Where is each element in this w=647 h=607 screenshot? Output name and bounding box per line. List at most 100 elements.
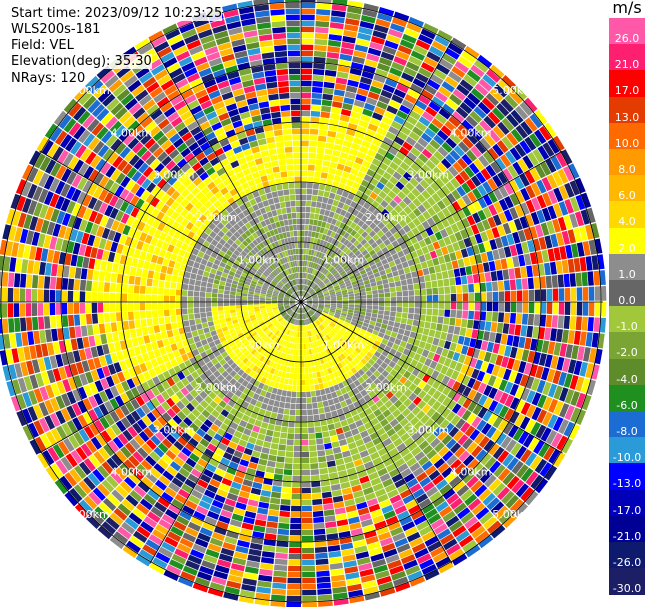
velocity-gate (272, 406, 279, 413)
velocity-gate (314, 426, 322, 433)
velocity-gate (455, 106, 469, 119)
velocity-gate (218, 285, 225, 290)
velocity-gate (365, 331, 372, 337)
velocity-gate (372, 268, 379, 274)
velocity-gate (359, 20, 375, 30)
velocity-gate (424, 569, 440, 581)
velocity-gate (378, 242, 386, 250)
velocity-gate (333, 316, 339, 321)
velocity-gate (329, 429, 337, 437)
velocity-gate (290, 367, 295, 373)
velocity-gate (317, 195, 323, 203)
velocity-gate (530, 211, 540, 225)
velocity-gate (354, 176, 363, 185)
velocity-gate (154, 263, 162, 273)
velocity-gate (420, 308, 427, 315)
velocity-gate (415, 39, 431, 51)
velocity-gate (497, 79, 512, 94)
velocity-gate (366, 298, 373, 302)
velocity-gate (319, 274, 325, 280)
velocity-gate (445, 98, 459, 111)
velocity-gate (366, 466, 377, 475)
velocity-gate (318, 318, 323, 323)
velocity-gate (394, 537, 409, 548)
velocity-gate (392, 532, 406, 542)
velocity-gate (502, 323, 510, 334)
velocity-gate (585, 256, 593, 271)
velocity-gate (416, 223, 425, 233)
velocity-gate (110, 322, 118, 332)
velocity-gate (399, 515, 413, 526)
velocity-gate (579, 226, 588, 241)
velocity-gate (424, 127, 436, 139)
velocity-gate (353, 357, 360, 364)
velocity-gate (455, 343, 463, 354)
velocity-gate (471, 264, 479, 275)
velocity-gate (302, 601, 317, 607)
velocity-gate (398, 77, 412, 88)
velocity-gate (312, 68, 325, 76)
velocity-gate (376, 336, 383, 343)
velocity-gate (322, 497, 333, 505)
velocity-gate (301, 266, 303, 272)
velocity-gate (352, 340, 359, 347)
velocity-gate (347, 362, 354, 370)
velocity-gate (342, 323, 349, 329)
velocity-gate (422, 383, 432, 393)
velocity-gate (438, 287, 445, 295)
velocity-gate (429, 234, 438, 243)
velocity-gate (515, 313, 523, 325)
velocity-gate (461, 345, 469, 355)
velocity-gate (316, 438, 324, 445)
velocity-gate (531, 197, 541, 211)
velocity-gate (303, 291, 306, 297)
velocity-gate (397, 403, 407, 413)
velocity-gate (525, 214, 535, 227)
velocity-gate (195, 274, 203, 281)
velocity-gate (324, 279, 330, 285)
velocity-gate (406, 531, 421, 543)
velocity-gate (349, 148, 359, 157)
velocity-gate (381, 386, 390, 395)
velocity-gate (335, 289, 341, 293)
velocity-gate (324, 336, 329, 342)
velocity-gate (135, 267, 143, 277)
velocity-gate (373, 217, 381, 226)
velocity-gate (200, 312, 207, 318)
velocity-gate (484, 456, 497, 470)
velocity-gate (456, 302, 463, 310)
velocity-gate (325, 412, 332, 419)
velocity-gate (340, 287, 347, 291)
velocity-gate (131, 257, 139, 268)
velocity-gate (380, 234, 388, 242)
velocity-gate (247, 304, 254, 308)
velocity-gate (301, 338, 304, 344)
velocity-gate (331, 218, 337, 226)
velocity-gate (310, 268, 314, 274)
velocity-gate (379, 176, 389, 186)
velocity-gate (561, 230, 571, 245)
velocity-gate (295, 421, 301, 428)
velocity-gate (273, 474, 283, 481)
velocity-gate (536, 409, 548, 424)
velocity-gate (305, 212, 310, 219)
velocity-gate (368, 205, 376, 214)
velocity-gate (540, 161, 552, 176)
velocity-gate (318, 252, 323, 259)
velocity-gate (421, 148, 433, 159)
velocity-gate (404, 94, 417, 105)
velocity-gate (365, 128, 376, 138)
velocity-gate (301, 457, 310, 464)
velocity-gate (564, 287, 571, 301)
velocity-gate (337, 235, 343, 242)
velocity-gate (488, 400, 499, 412)
velocity-gate (412, 368, 420, 377)
velocity-gate (292, 481, 301, 488)
velocity-gate (379, 418, 389, 427)
velocity-gate (361, 455, 372, 464)
velocity-gate (343, 277, 350, 283)
velocity-gate (495, 432, 507, 446)
velocity-gate (324, 295, 330, 299)
velocity-gate (292, 379, 297, 386)
velocity-gate (375, 195, 384, 204)
